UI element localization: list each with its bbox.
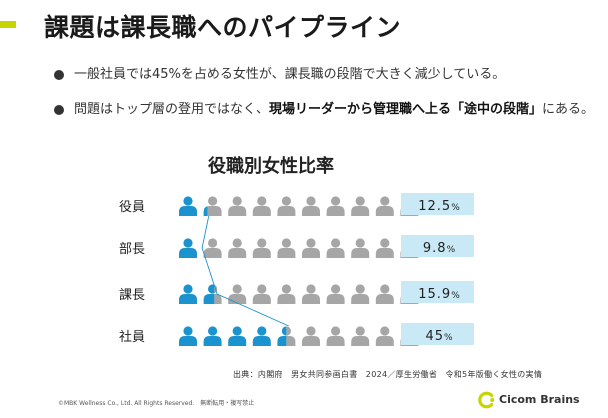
- person-icon-male: [326, 238, 345, 258]
- person-icon-male: [228, 238, 247, 258]
- person-icon-male: [351, 196, 370, 216]
- bullet-list: 一般社員では45%を占める女性が、課長職の段階で大きく減少している。 問題はトッ…: [54, 66, 599, 119]
- person-icon-male: [252, 196, 271, 216]
- person-icon-male: [351, 238, 370, 258]
- chart-title: 役職別女性比率: [208, 156, 334, 177]
- person-icon-male: [375, 326, 394, 346]
- person-icon-male: [302, 284, 320, 304]
- person-icon-male: [351, 326, 370, 346]
- bullet-text-1: 一般社員では45%を占める女性が、課長職の段階で大きく減少している。: [74, 67, 506, 82]
- person-icon-male-part: [286, 326, 296, 346]
- logo-mark-icon: [478, 391, 495, 409]
- person-icon-male: [228, 196, 247, 216]
- person-icon-male: [252, 284, 271, 304]
- person-icon-male: [302, 326, 320, 346]
- person-icon-female-part: [203, 206, 208, 216]
- person-icon-male: [302, 238, 320, 258]
- value-label: 12.5%: [418, 199, 461, 214]
- value-label-box: [401, 193, 474, 215]
- logo-text: Cicom Brains: [499, 393, 580, 406]
- person-icon-female: [252, 326, 271, 346]
- person-icon-male: [326, 326, 345, 346]
- person-icon-male: [400, 284, 419, 304]
- person-icon-male: [203, 238, 222, 258]
- person-icon-male: [400, 196, 419, 216]
- accent-bar: [0, 21, 16, 28]
- person-icon-female-part: [203, 284, 215, 304]
- person-icon-female: [228, 326, 247, 346]
- person-icon-female: [179, 326, 197, 346]
- bullet-item-2: 問題はトップ層の登用ではなく、現場リーダーから管理職へ上る「途中の段階」にある。: [54, 101, 599, 119]
- person-icon-partial: [203, 196, 222, 216]
- chart-row: 部長 9.8%: [119, 235, 474, 258]
- boundary-connector-line: [201, 215, 289, 327]
- person-icon-male-part: [214, 284, 222, 304]
- person-icon-male: [375, 284, 394, 304]
- value-label-box: [401, 323, 474, 345]
- value-label-box: [401, 235, 474, 257]
- person-icon-male: [228, 284, 247, 304]
- chart-row: 役員 12.5%: [119, 193, 474, 216]
- person-icon-male: [326, 196, 345, 216]
- person-icon-male: [302, 196, 320, 216]
- value-label-box: [401, 281, 474, 303]
- person-icon-male: [277, 196, 296, 216]
- person-icon-male-part: [207, 196, 222, 216]
- chart-row: 課長 15.9%: [119, 281, 474, 304]
- person-icon-male: [277, 284, 296, 304]
- bullet-text-2-post: にある。: [542, 102, 595, 117]
- person-icon-male: [400, 238, 419, 258]
- person-icon-male: [375, 196, 394, 216]
- person-icon-female-part: [277, 326, 287, 346]
- copyright-notice: ©MBK Wellness Co., Ltd. All Rights Reser…: [58, 400, 255, 407]
- bullet-dot-icon: [54, 105, 64, 115]
- category-label: 部長: [119, 242, 145, 257]
- bullet-text-2-emphasis: 現場リーダーから管理職へ上る「途中の段階」: [269, 102, 543, 117]
- category-label: 課長: [119, 287, 145, 303]
- person-icon-male: [375, 238, 394, 258]
- slide-title: 課題は課長職へのパイプライン: [44, 13, 402, 42]
- person-icon-partial: [277, 326, 296, 346]
- person-icon-partial: [179, 238, 197, 258]
- bullet-dot-icon: [54, 70, 64, 80]
- person-icon-partial: [203, 284, 222, 304]
- person-icon-female-part: [179, 238, 197, 258]
- person-icon-female: [179, 196, 197, 216]
- category-label: 社員: [119, 329, 145, 345]
- chart-row: 社員 45%: [119, 323, 474, 346]
- person-icon-male-part: [179, 238, 197, 258]
- category-label: 役員: [119, 200, 145, 215]
- person-icon-female: [179, 284, 197, 304]
- value-label: 9.8%: [423, 241, 456, 256]
- person-icon-male: [326, 284, 345, 304]
- bullet-text-2-pre: 問題はトップ層の登用ではなく、: [74, 102, 270, 117]
- value-label: 15.9%: [418, 287, 461, 302]
- bullet-item-1: 一般社員では45%を占める女性が、課長職の段階で大きく減少している。: [54, 66, 599, 84]
- value-label: 45%: [425, 329, 453, 344]
- person-icon-male: [400, 326, 419, 346]
- person-icon-female: [203, 326, 222, 346]
- source-note: 出典：内閣府 男女共同参画白書 2024／厚生労働省 令和5年版働く女性の実情: [233, 370, 543, 379]
- person-icon-male: [252, 238, 271, 258]
- person-icon-male: [351, 284, 370, 304]
- person-icon-male: [277, 238, 296, 258]
